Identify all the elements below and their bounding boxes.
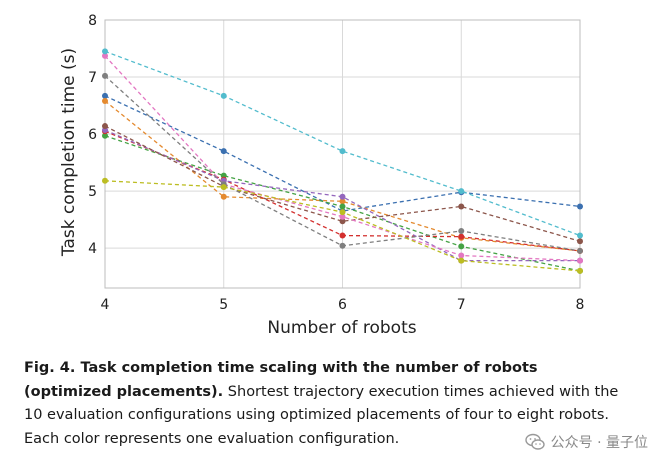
x-tick-label-2: 6 <box>338 297 347 313</box>
y-tick-label-1: 5 <box>88 184 97 200</box>
y-tick-label-0: 4 <box>88 241 97 257</box>
point-s8-x7 <box>458 257 465 264</box>
x-ticks: 4 5 6 7 8 <box>101 297 585 313</box>
y-tick-label-2: 6 <box>88 127 97 143</box>
y-ticks: 4 5 6 7 8 <box>88 13 97 257</box>
line-chart: 4 5 6 7 8 4 5 6 7 8 Number of robots Task comple… <box>59 13 585 338</box>
point-s6-x6 <box>339 213 346 220</box>
x-tick-label-0: 4 <box>101 297 110 313</box>
point-s8-x4 <box>102 177 108 184</box>
point-s6-x4 <box>102 52 108 59</box>
plot-frame <box>104 19 581 289</box>
x-axis-label: Number of robots <box>267 318 416 338</box>
series-line-9 <box>104 50 581 237</box>
point-s8-x6 <box>339 209 346 216</box>
caption-text: Shortest trajectory execution times achi… <box>24 383 619 447</box>
point-s5-x4 <box>102 123 108 130</box>
point-s8-x5 <box>220 184 227 191</box>
point-s2-x6 <box>339 203 346 210</box>
point-s9-x8 <box>577 232 583 239</box>
caption-bold: Fig. 4. Task completion time scaling wit… <box>24 360 538 400</box>
point-s3-x7 <box>458 233 465 240</box>
wechat-icon <box>524 433 545 450</box>
point-s7-x4 <box>102 72 108 79</box>
point-s2-x7 <box>458 243 465 250</box>
y-axis-label: Task completion time (s) <box>59 48 79 257</box>
point-s5-x7 <box>458 203 465 210</box>
point-s7-x6 <box>339 242 346 249</box>
point-s1-x5 <box>220 193 227 200</box>
point-s5-x6 <box>339 218 346 225</box>
point-s0-x4 <box>102 92 108 99</box>
x-tick-label-4: 8 <box>576 297 585 313</box>
series-line-0 <box>104 95 581 212</box>
figure-caption: Fig. 4. Task completion time scaling wit… <box>24 357 624 451</box>
point-s0-x8 <box>577 203 583 210</box>
point-s1-x4 <box>102 97 108 104</box>
x-tick-label-1: 5 <box>219 297 228 313</box>
point-s5-x8 <box>577 238 583 245</box>
watermark: 公众号 · 量子位 <box>524 432 648 452</box>
point-s9-x7 <box>458 188 465 195</box>
point-s2-x4 <box>102 132 108 139</box>
x-tick-label-3: 7 <box>457 297 466 313</box>
series-line-1 <box>104 100 581 252</box>
point-s8-x8 <box>577 267 583 274</box>
point-s7-x8 <box>577 247 583 254</box>
point-s4-x6 <box>339 193 346 200</box>
point-s9-x4 <box>102 48 108 55</box>
point-s9-x5 <box>220 92 227 99</box>
point-s6-x8 <box>577 257 583 264</box>
series-8 <box>102 177 583 274</box>
point-s3-x6 <box>339 232 346 239</box>
series-layer <box>102 48 583 274</box>
point-s6-x7 <box>458 252 465 259</box>
y-tick-label-4: 8 <box>88 13 97 29</box>
point-s7-x7 <box>458 227 465 234</box>
point-s0-x5 <box>220 148 227 155</box>
point-s9-x6 <box>339 148 346 155</box>
watermark-text: 公众号 · 量子位 <box>550 435 648 451</box>
point-s1-x6 <box>339 198 346 205</box>
y-tick-label-3: 7 <box>88 70 97 86</box>
series-9 <box>102 48 583 239</box>
